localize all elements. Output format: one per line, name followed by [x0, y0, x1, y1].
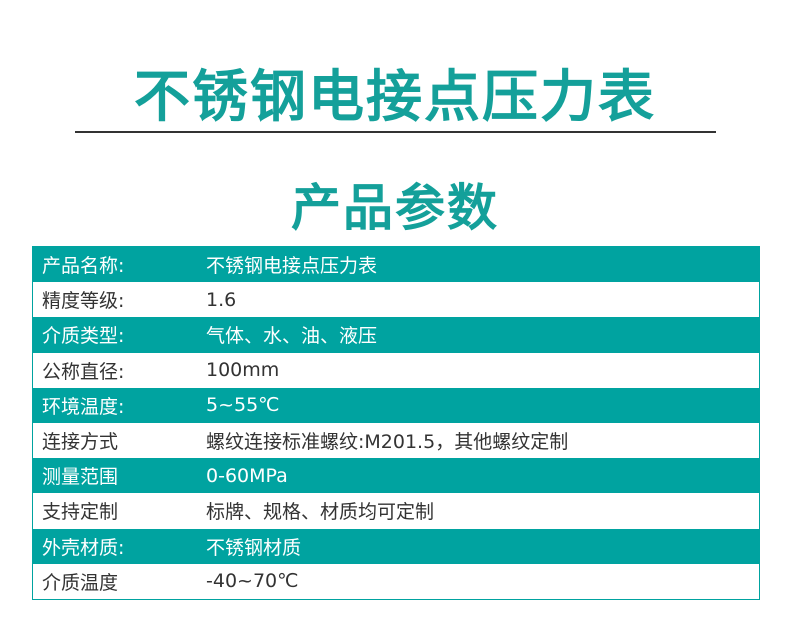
- row-value: 1.6: [206, 288, 237, 311]
- row-value: 螺纹连接标准螺纹:M201.5，其他螺纹定制: [206, 431, 569, 454]
- row-label: 测量范围: [42, 466, 119, 489]
- table-row: 介质类型: 气体、水、油、液压: [33, 317, 759, 353]
- table-row: 介质温度 -40~70℃: [33, 564, 759, 599]
- row-label: 外壳材质:: [42, 536, 125, 559]
- row-value: 0-60MPa: [206, 464, 288, 487]
- table-row: 支持定制 标牌、规格、材质均可定制: [33, 493, 759, 528]
- row-label: 介质温度: [42, 571, 119, 594]
- row-label: 产品名称:: [42, 255, 125, 278]
- table-row: 环境温度: 5~55℃: [33, 387, 759, 423]
- divider: [75, 131, 716, 133]
- row-label: 环境温度:: [42, 395, 125, 418]
- row-label: 支持定制: [42, 501, 119, 524]
- row-label: 介质类型:: [42, 325, 125, 348]
- table-row: 精度等级: 1.6: [33, 282, 759, 317]
- table-row: 公称直径: 100mm: [33, 353, 759, 388]
- row-label: 公称直径:: [42, 360, 125, 383]
- row-label: 连接方式: [42, 431, 119, 454]
- section-title: 产品参数: [291, 179, 499, 237]
- table-row: 外壳材质: 不锈钢材质: [33, 528, 759, 564]
- row-value: 不锈钢材质: [206, 536, 302, 559]
- row-value: -40~70℃: [206, 570, 299, 593]
- row-value: 100mm: [206, 359, 280, 382]
- table-row: 连接方式 螺纹连接标准螺纹:M201.5，其他螺纹定制: [33, 423, 759, 458]
- row-value: 气体、水、油、液压: [206, 325, 378, 348]
- row-value: 标牌、规格、材质均可定制: [206, 501, 435, 524]
- page-title: 不锈钢电接点压力表: [134, 65, 656, 130]
- table-row: 测量范围 0-60MPa: [33, 458, 759, 494]
- row-value: 不锈钢电接点压力表: [206, 255, 378, 278]
- row-value: 5~55℃: [206, 394, 280, 417]
- row-label: 精度等级:: [42, 290, 125, 313]
- spec-table: 产品名称: 不锈钢电接点压力表精度等级: 1.6 介质类型: 气体、水、油、液压公称直径…: [32, 246, 760, 600]
- table-row: 产品名称: 不锈钢电接点压力表: [33, 247, 759, 283]
